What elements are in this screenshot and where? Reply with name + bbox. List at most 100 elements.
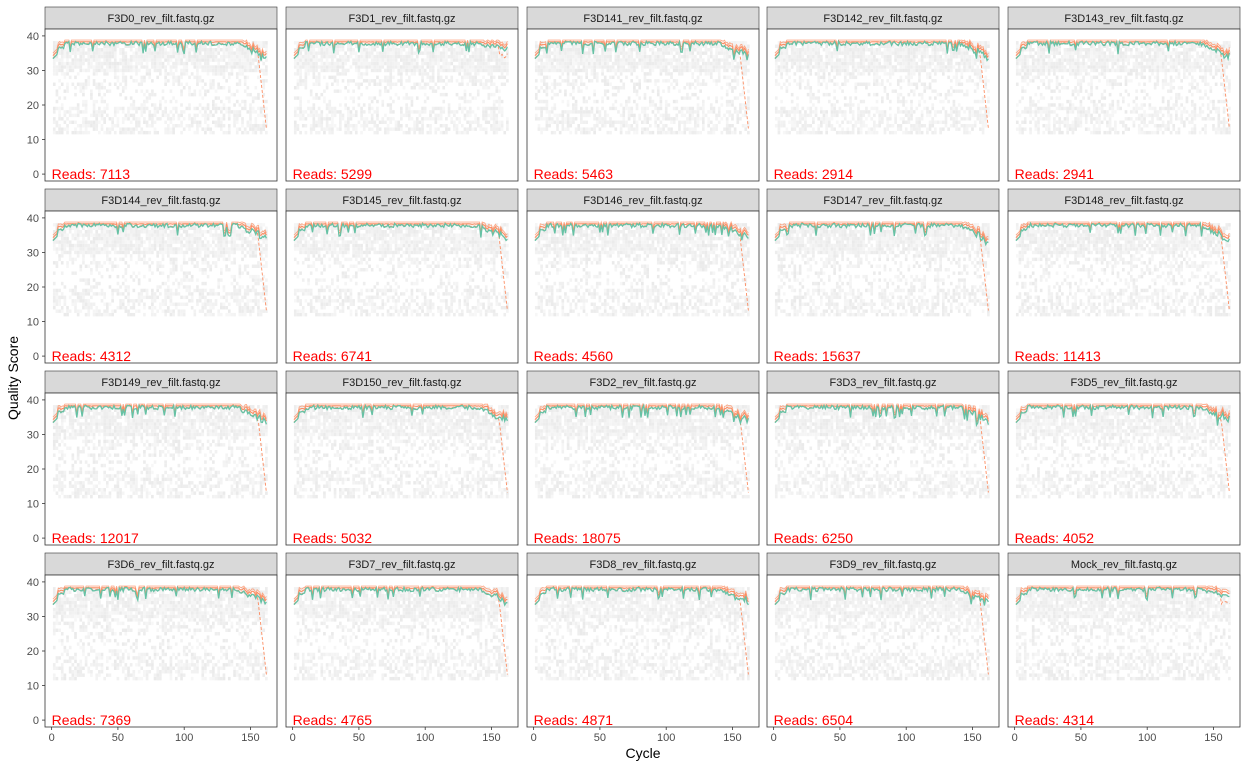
facet-strip-label: F3D145_rev_filt.fastq.gz: [342, 195, 461, 207]
mean-quality-line: [293, 585, 508, 607]
reads-count-label: Reads: 7369: [52, 712, 132, 728]
quantile-75-line: [1015, 585, 1230, 600]
mean-quality-line: [293, 222, 508, 242]
facet-strip-label: F3D0_rev_filt.fastq.gz: [108, 13, 215, 25]
facet-panel: F3D141_rev_filt.fastq.gz Reads: 5463: [526, 6, 760, 182]
reads-count-label: Reads: 4052: [1015, 530, 1095, 546]
reads-count-label: Reads: 6741: [293, 348, 373, 364]
facet-strip-label: Mock_rev_filt.fastq.gz: [1071, 559, 1177, 571]
y-tick-label: 0: [33, 533, 39, 545]
x-tick-label: 0: [771, 732, 777, 744]
median-line: [1015, 222, 1230, 240]
reads-count-label: Reads: 4765: [293, 712, 373, 728]
quantile-75-line: [1015, 221, 1230, 237]
facet-strip-label: F3D141_rev_filt.fastq.gz: [583, 13, 702, 25]
facet-panel: F3D8_rev_filt.fastq.gz Reads: 4871 0 50 100 1…: [526, 552, 760, 744]
mean-quality-line: [293, 39, 508, 60]
facet-panel: F3D148_rev_filt.fastq.gz Reads: 11413: [1007, 188, 1241, 364]
reads-count-label: Reads: 12017: [52, 530, 139, 546]
y-tick-label: 30: [27, 247, 39, 259]
facet-panel: F3D9_rev_filt.fastq.gz Reads: 6504 0 50 100 1…: [766, 552, 1000, 744]
x-tick-label: 100: [416, 732, 434, 744]
x-tick-label: 100: [657, 732, 675, 744]
facet-panel: F3D146_rev_filt.fastq.gz Reads: 4560: [526, 188, 760, 364]
x-tick-label: 0: [49, 732, 55, 744]
facet-panel: F3D7_rev_filt.fastq.gz Reads: 4765 0 50 100 1…: [285, 552, 519, 744]
quantile-75-line: [293, 39, 508, 54]
quality-heatmap: [534, 41, 750, 135]
x-tick-label: 100: [175, 732, 193, 744]
x-tick-label: 150: [1204, 732, 1222, 744]
quantile-75-line: [293, 403, 508, 418]
facet-strip-label: F3D150_rev_filt.fastq.gz: [342, 377, 461, 389]
x-tick-label: 50: [594, 732, 606, 744]
facet-strip-label: F3D2_rev_filt.fastq.gz: [590, 377, 697, 389]
reads-count-label: Reads: 7113: [52, 166, 131, 182]
reads-count-label: Reads: 4871: [534, 712, 614, 728]
y-tick-label: 10: [27, 135, 39, 147]
facet-strip-label: F3D148_rev_filt.fastq.gz: [1064, 195, 1183, 207]
panel-border: [526, 28, 760, 182]
facet-strip-label: F3D7_rev_filt.fastq.gz: [349, 559, 456, 571]
quantile-75-line: [293, 585, 508, 601]
facet-strip-label: F3D146_rev_filt.fastq.gz: [583, 195, 702, 207]
mean-quality-line: [1015, 39, 1231, 62]
y-tick-label: 20: [27, 282, 39, 294]
y-tick-label: 20: [27, 100, 39, 112]
y-tick-label: 40: [27, 395, 39, 407]
facet-panel: F3D0_rev_filt.fastq.gz Reads: 7113 0 10 20 30…: [27, 6, 278, 182]
mean-quality-line: [774, 403, 990, 428]
quantile-75-line: [534, 39, 749, 55]
facet-strip-label: F3D1_rev_filt.fastq.gz: [349, 13, 456, 25]
facet-panel: F3D147_rev_filt.fastq.gz Reads: 15637: [766, 188, 1000, 364]
y-tick-label: 30: [27, 65, 39, 77]
y-tick-label: 20: [27, 464, 39, 476]
quantile-75-line: [293, 221, 508, 236]
facet-strip-label: F3D5_rev_filt.fastq.gz: [1071, 377, 1178, 389]
facet-panel: F3D1_rev_filt.fastq.gz Reads: 5299: [285, 6, 519, 182]
mean-quality-line: [534, 221, 749, 242]
mean-quality-line: [52, 403, 268, 425]
quality-heatmap: [52, 223, 268, 317]
quantile-25-line: [1015, 221, 1230, 311]
quantile-75-line: [1015, 403, 1230, 421]
x-tick-label: 150: [723, 732, 741, 744]
facet-panel: F3D5_rev_filt.fastq.gz Reads: 4052: [1007, 370, 1241, 546]
panel-border: [526, 210, 760, 364]
y-axis-title: Quality Score: [5, 336, 21, 420]
reads-count-label: Reads: 5463: [534, 166, 614, 182]
quantile-75-line: [52, 39, 267, 56]
reads-count-label: Reads: 2941: [1015, 166, 1095, 182]
x-tick-label: 150: [241, 732, 259, 744]
y-tick-label: 10: [27, 499, 39, 511]
facet-strip-label: F3D144_rev_filt.fastq.gz: [101, 195, 220, 207]
reads-count-label: Reads: 11413: [1015, 348, 1101, 364]
quality-heatmap: [1015, 405, 1231, 499]
panel-border: [526, 574, 760, 728]
reads-count-label: Reads: 15637: [774, 348, 861, 364]
quantile-75-line: [774, 38, 989, 56]
facet-panel: F3D143_rev_filt.fastq.gz Reads: 2941: [1007, 6, 1241, 182]
facet-panel: F3D144_rev_filt.fastq.gz Reads: 4312 0 10 20…: [27, 188, 278, 364]
facet-strip-label: F3D149_rev_filt.fastq.gz: [101, 377, 220, 389]
y-tick-label: 40: [27, 213, 39, 225]
quality-heatmap: [1015, 223, 1231, 317]
facet-panel: F3D145_rev_filt.fastq.gz Reads: 6741: [285, 188, 519, 364]
median-line: [293, 222, 508, 239]
mean-quality-line: [534, 39, 750, 61]
y-tick-label: 0: [33, 351, 39, 363]
facet-panel: F3D2_rev_filt.fastq.gz Reads: 18075: [526, 370, 760, 546]
reads-count-label: Reads: 5032: [293, 530, 373, 546]
facet-strip-label: F3D143_rev_filt.fastq.gz: [1064, 13, 1183, 25]
x-tick-label: 0: [1012, 732, 1018, 744]
facet-panel: F3D150_rev_filt.fastq.gz Reads: 5032: [285, 370, 519, 546]
x-axis-title: Cycle: [625, 745, 660, 761]
x-tick-label: 50: [1075, 732, 1087, 744]
x-tick-label: 150: [963, 732, 981, 744]
panel-border: [285, 574, 519, 728]
quality-heatmap: [774, 223, 990, 317]
facet-panel: Mock_rev_filt.fastq.gz Reads: 4314 0 50 100 1…: [1007, 552, 1241, 744]
panel-border: [1007, 210, 1241, 364]
reads-count-label: Reads: 6504: [774, 712, 854, 728]
median-line: [1015, 586, 1230, 602]
